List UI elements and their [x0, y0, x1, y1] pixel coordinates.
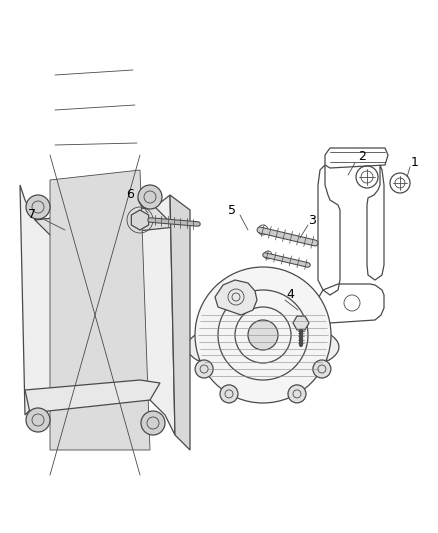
Text: 1: 1 [411, 156, 419, 168]
Circle shape [220, 385, 238, 403]
Circle shape [313, 360, 331, 378]
Circle shape [248, 320, 278, 350]
Polygon shape [187, 320, 339, 360]
Polygon shape [50, 170, 150, 450]
Circle shape [138, 185, 162, 209]
Circle shape [288, 385, 306, 403]
Polygon shape [170, 195, 190, 450]
Text: 7: 7 [28, 208, 36, 222]
Text: 2: 2 [358, 150, 366, 164]
Circle shape [141, 411, 165, 435]
Polygon shape [293, 316, 309, 330]
Polygon shape [20, 185, 175, 435]
Circle shape [26, 408, 50, 432]
Polygon shape [131, 210, 148, 230]
Polygon shape [215, 280, 257, 315]
Text: 6: 6 [126, 189, 134, 201]
Circle shape [195, 267, 331, 403]
Text: 3: 3 [308, 214, 316, 227]
Polygon shape [25, 380, 160, 413]
Text: 4: 4 [286, 288, 294, 302]
Text: 5: 5 [228, 204, 236, 216]
Circle shape [195, 360, 213, 378]
Circle shape [26, 195, 50, 219]
Polygon shape [35, 207, 175, 240]
